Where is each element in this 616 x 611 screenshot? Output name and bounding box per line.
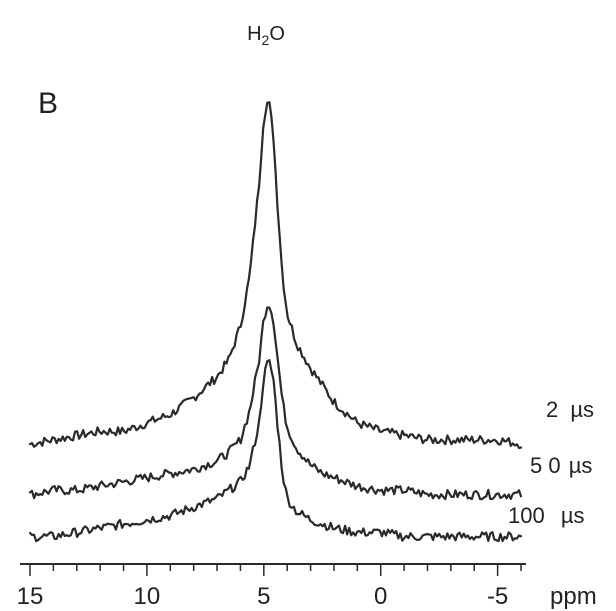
series-label-50us: 5 0 µs — [530, 453, 592, 478]
series-trace-100us — [28, 359, 523, 543]
x-axis-label: ppm — [550, 583, 597, 610]
series-trace-2us — [28, 101, 523, 450]
series-label-50us-unit: µs — [569, 453, 593, 478]
x-tick-label: 10 — [134, 583, 161, 610]
series-label-2us: 2 µs — [546, 397, 594, 422]
peak-annotation-h2o: H2O — [247, 23, 285, 48]
x-tick-label: 0 — [374, 583, 387, 610]
series-label-100us-unit: µs — [561, 503, 585, 528]
x-axis: 15 10 5 0 -5 — [17, 563, 526, 610]
series-label-2us-value: 2 — [546, 397, 558, 422]
panel-label: B — [38, 87, 58, 120]
x-tick-label: -5 — [487, 583, 508, 610]
x-tick-label: 5 — [257, 583, 270, 610]
series-label-2us-unit: µs — [570, 397, 594, 422]
series-label-100us-value: 100 — [508, 503, 545, 528]
series-label-50us-value: 5 0 — [530, 453, 561, 478]
series-traces — [28, 101, 523, 543]
series-trace-50us — [28, 306, 523, 501]
x-tick-label: 15 — [17, 583, 44, 610]
series-label-100us: 100 µs — [508, 503, 585, 528]
peak-annotation-main: H — [247, 23, 261, 45]
peak-annotation-tail: O — [269, 23, 285, 45]
series-labels: 2 µs 5 0 µs 100 µs — [508, 397, 594, 528]
peak-annotation-subscript: 2 — [262, 32, 270, 48]
